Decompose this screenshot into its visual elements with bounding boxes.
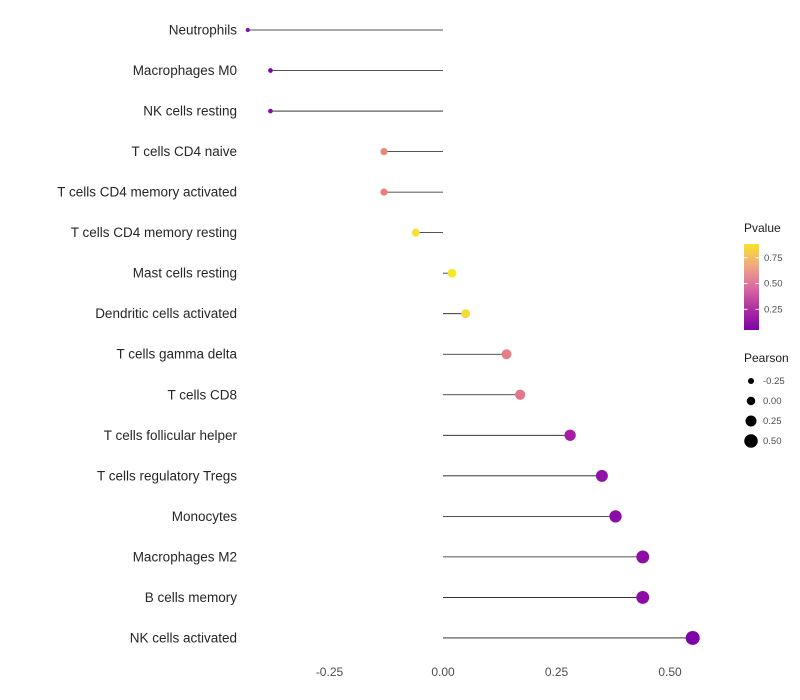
category-label: T cells regulatory Tregs [97,468,237,483]
category-label: T cells CD4 memory resting [71,225,237,240]
pvalue-tick-label: 0.75 [764,253,783,264]
data-point [245,27,250,33]
category-label: T cells CD4 naive [131,144,237,159]
pearson-size-label: 0.50 [763,436,782,447]
category-label: Monocytes [172,509,238,524]
data-point [685,630,700,645]
lollipop-row: T cells CD4 memory activated [57,185,443,200]
lollipop-row: Mast cells resting [133,266,457,281]
lollipop-row: NK cells activated [130,630,700,645]
data-point [595,469,608,482]
pearson-size-dot [746,396,756,406]
pvalue-tick-label: 0.50 [764,279,783,290]
pearson-size-dot [748,378,754,384]
pearson-size-dot [744,434,758,448]
x-tick-label: 0.50 [658,665,682,679]
pearson-legend-title: Pearson [744,351,789,365]
legend-pearson: Pearson -0.25 0.00 0.25 0.50 [744,351,789,448]
lollipop-row: Macrophages M2 [133,549,650,564]
lollipop-row: Macrophages M0 [133,63,443,78]
lollipop-row: T cells follicular helper [104,428,576,443]
data-point [609,510,622,523]
lollipop-row: T cells regulatory Tregs [97,468,608,483]
data-point [268,108,273,114]
lollipop-row: Monocytes [172,509,622,524]
data-point [636,550,650,564]
plot-area: Neutrophils Macrophages M0 NK cells restin… [57,23,700,645]
lollipop-row: B cells memory [145,590,650,605]
pearson-size-dot [745,415,757,427]
pearson-size-label: 0.25 [763,416,782,427]
category-label: NK cells resting [143,104,237,119]
data-point [501,349,512,360]
x-tick-label: -0.25 [316,665,344,679]
data-point [380,188,388,196]
data-point [268,68,273,73]
category-label: NK cells activated [130,630,237,645]
category-label: T cells follicular helper [104,428,238,443]
lollipop-row: T cells CD4 memory resting [71,225,443,240]
category-label: T cells CD4 memory activated [57,185,237,200]
category-label: Macrophages M0 [133,63,237,78]
lollipop-row: T cells gamma delta [116,347,512,362]
data-point [461,309,471,319]
pvalue-legend-title: Pvalue [744,221,781,235]
lollipop-row: Neutrophils [169,23,443,38]
pearson-size-label: -0.25 [763,376,785,387]
category-label: Mast cells resting [133,266,237,281]
x-tick-label: 0.25 [545,665,569,679]
category-label: Neutrophils [169,23,238,38]
category-label: Dendritic cells activated [95,306,237,321]
pearson-size-label: 0.00 [763,396,782,407]
lollipop-row: Dendritic cells activated [95,306,471,321]
category-label: B cells memory [145,590,238,605]
data-point [515,389,526,400]
lollipop-row: T cells CD8 [167,387,526,402]
category-label: Macrophages M2 [133,549,237,564]
category-label: T cells CD8 [167,387,237,402]
data-point [447,268,457,278]
data-point [380,147,388,156]
legend-pvalue: Pvalue 0.75 0.50 0.25 [744,221,783,330]
data-point [564,429,576,441]
x-axis: -0.25 0.00 0.25 0.50 [316,665,682,679]
pvalue-tick-label: 0.25 [764,304,783,315]
lollipop-row: T cells CD4 naive [131,144,443,159]
data-point [411,228,420,237]
x-tick-label: 0.00 [431,665,455,679]
data-point [636,590,650,604]
lollipop-row: NK cells resting [143,104,443,119]
pvalue-gradient-bar [744,244,759,330]
category-label: T cells gamma delta [116,347,237,362]
